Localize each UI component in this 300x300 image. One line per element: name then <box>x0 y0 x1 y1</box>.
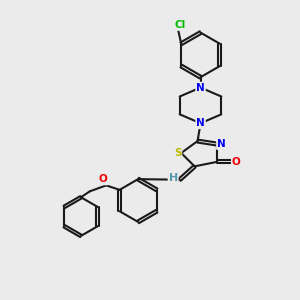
Text: H: H <box>169 173 178 183</box>
Text: N: N <box>196 82 205 93</box>
Text: Cl: Cl <box>174 20 185 30</box>
Text: S: S <box>174 148 182 158</box>
Text: N: N <box>217 139 226 149</box>
Text: O: O <box>232 157 241 167</box>
Text: N: N <box>196 118 205 128</box>
Text: O: O <box>99 174 108 184</box>
